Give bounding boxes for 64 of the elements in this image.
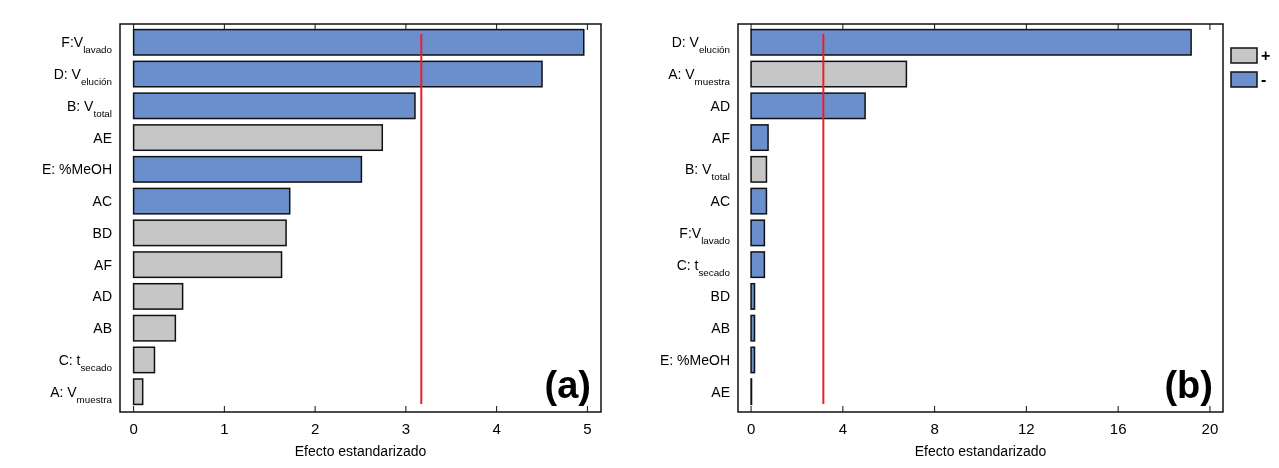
bar xyxy=(750,28,1192,56)
x-tick-label: 16 xyxy=(1109,420,1127,437)
y-tick-label: B: V$_{total}$ xyxy=(685,161,730,182)
y-tick-label: BD xyxy=(92,224,112,241)
y-tick-label: E: %MeOH xyxy=(41,161,112,178)
bar xyxy=(132,282,184,310)
y-tick-label: AE xyxy=(711,383,730,400)
bar xyxy=(132,155,363,183)
bar xyxy=(132,251,283,279)
x-tick-label: 0 xyxy=(746,420,756,437)
y-tick-label: F:V$_{lavado}$ xyxy=(679,224,731,246)
bar xyxy=(750,251,766,279)
bar xyxy=(132,124,384,152)
x-tick-label: 12 xyxy=(1018,420,1035,437)
x-tick-label: 4 xyxy=(492,420,501,437)
bar xyxy=(750,314,756,342)
y-tick-label: E: %MeOH xyxy=(659,351,730,368)
x-tick-label: 4 xyxy=(838,420,848,437)
y-tick-label: AB xyxy=(93,320,112,337)
y-tick-label: AD xyxy=(710,97,730,114)
bar xyxy=(132,187,291,215)
y-tick-label: AD xyxy=(92,288,112,305)
y-tick-label: D: V$_{elución}$ xyxy=(53,66,112,87)
bar xyxy=(132,314,177,342)
x-tick-label: 2 xyxy=(310,420,320,437)
bar xyxy=(132,92,416,120)
y-tick-label: AC xyxy=(92,193,112,210)
annotation: (a) xyxy=(544,364,591,406)
legend-label: - xyxy=(1261,71,1267,88)
legend-label: + xyxy=(1261,47,1271,64)
bar xyxy=(132,28,585,56)
y-tick-label: BD xyxy=(710,288,730,305)
bar xyxy=(750,346,756,374)
y-tick-label: B: V$_{total}$ xyxy=(67,97,112,119)
bar xyxy=(132,219,287,247)
y-tick-label: A: V$_{muestra}$ xyxy=(668,66,731,87)
x-tick-label: 3 xyxy=(401,420,411,437)
x-tick-label: 1 xyxy=(220,420,229,437)
bar xyxy=(750,187,768,215)
bar xyxy=(132,346,156,374)
y-tick-label: C: t$_{secado}$ xyxy=(676,256,731,278)
y-tick-label: AE xyxy=(93,129,112,146)
bar xyxy=(132,60,543,88)
bar xyxy=(750,124,769,152)
y-tick-label: AB xyxy=(711,320,730,337)
bar xyxy=(750,282,756,310)
y-tick-label: AF xyxy=(712,129,730,146)
x-tick-label: 0 xyxy=(129,420,138,437)
bar xyxy=(750,219,766,247)
y-tick-label: D: V$_{elución}$ xyxy=(671,34,730,55)
y-tick-label: C: t$_{secado}$ xyxy=(58,351,113,373)
x-axis-title: Efecto estandarizado xyxy=(914,443,1047,459)
x-tick-label: 8 xyxy=(930,420,939,437)
annotation: (b) xyxy=(1164,364,1213,406)
x-axis-title: Efecto estandarizado xyxy=(294,443,427,459)
bar xyxy=(750,60,908,88)
y-tick-label: A: V$_{muestra}$ xyxy=(50,383,113,405)
y-tick-label: AF xyxy=(94,256,112,273)
bar xyxy=(750,155,768,183)
x-tick-label: 20 xyxy=(1201,420,1219,437)
x-tick-label: 5 xyxy=(583,420,592,437)
y-tick-label: F:V$_{lavado}$ xyxy=(61,34,113,55)
y-tick-label: AC xyxy=(710,193,730,210)
bar xyxy=(750,92,866,120)
